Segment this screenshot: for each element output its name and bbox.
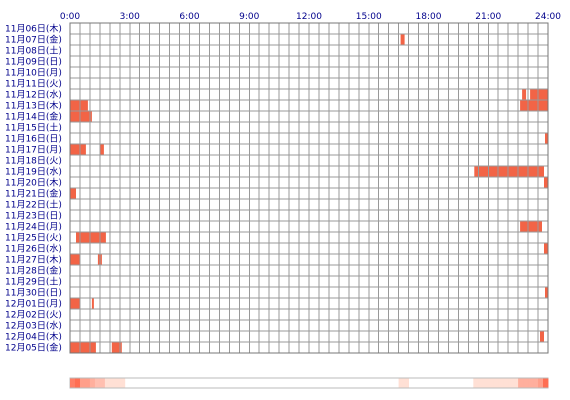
date-label: 11月12日(水) <box>5 89 62 101</box>
date-label: 11月30日(日) <box>5 288 62 299</box>
date-label: 11月18日(火) <box>5 156 62 167</box>
date-label: 11月19日(水) <box>5 166 62 178</box>
strip-bin <box>114 378 121 388</box>
strip-bin <box>89 378 96 388</box>
strip-bin <box>513 378 519 388</box>
strip-bin <box>523 378 529 388</box>
date-label: 11月09日(日) <box>5 57 62 68</box>
x-axis-ticks: 0:00 3:00 6:00 9:00 12:00 15:00 18:00 21:00 24:0… <box>60 12 561 22</box>
activity-bar-24-0 <box>545 287 548 298</box>
x-tick-label: 12:00 <box>296 12 322 22</box>
x-tick-label: 9:00 <box>239 12 259 22</box>
activity-bar-21-0 <box>70 254 80 265</box>
date-label: 12月04日(木) <box>5 331 62 343</box>
date-label: 11月25日(火) <box>5 233 62 244</box>
strip-bin <box>508 378 514 388</box>
date-label: 11月06日(木) <box>5 23 62 35</box>
date-label: 11月15日(土) <box>5 122 62 134</box>
strip-bin <box>538 378 544 388</box>
activity-bar-7-0 <box>70 100 88 111</box>
activity-bar-7-1 <box>520 100 548 111</box>
activity-bar-29-1 <box>111 342 122 353</box>
date-label: 11月20日(木) <box>5 177 62 189</box>
y-axis-date-labels: 11月06日(木)11月07日(金)11月08日(土)11月09日(日)11月1… <box>5 23 62 354</box>
activity-bar-19-0 <box>76 232 106 243</box>
x-tick-label: 24:00 <box>535 12 561 22</box>
date-label: 12月03日(水) <box>5 320 62 332</box>
activity-bar-18-0 <box>520 221 542 232</box>
date-label: 11月13日(木) <box>5 100 62 112</box>
x-tick-label: 3:00 <box>120 12 140 22</box>
strip-bin <box>533 378 539 388</box>
strip-bin <box>119 378 126 388</box>
activity-bar-14-0 <box>544 177 548 188</box>
date-label: 11月08日(土) <box>5 45 62 57</box>
date-label: 11月10日(月) <box>5 68 62 79</box>
strip-bin <box>473 378 479 388</box>
date-label: 11月16日(日) <box>5 134 62 145</box>
date-label: 11月27日(木) <box>5 254 62 266</box>
date-label: 11月26日(水) <box>5 243 62 255</box>
strip-bin <box>75 378 81 388</box>
date-label: 11月24日(月) <box>5 222 62 233</box>
activity-bar-25-1 <box>91 298 94 309</box>
strip-bin <box>99 378 106 388</box>
strip-bin <box>70 378 76 388</box>
date-label: 11月29日(土) <box>5 276 62 288</box>
x-tick-label: 6:00 <box>179 12 199 22</box>
activity-bar-11-1 <box>99 144 104 155</box>
activity-bar-15-0 <box>70 188 76 199</box>
strip-bin <box>528 378 534 388</box>
activity-bar-29-0 <box>70 342 96 353</box>
activity-bar-28-0 <box>540 331 544 342</box>
date-label: 12月05日(金) <box>5 342 62 354</box>
date-label: 12月02日(火) <box>5 310 62 321</box>
strip-bin <box>493 378 499 388</box>
strip-bin <box>398 378 404 388</box>
date-label: 11月17日(月) <box>5 145 62 156</box>
x-tick-label: 15:00 <box>356 12 382 22</box>
strip-bin <box>403 378 409 388</box>
grid-lines <box>69 22 549 354</box>
date-label: 11月07日(金) <box>5 34 62 46</box>
activity-bar-8-0 <box>70 111 92 122</box>
strip-bin <box>543 378 549 388</box>
date-label: 11月14日(金) <box>5 111 62 123</box>
strip-bin <box>109 378 116 388</box>
activity-bar-11-0 <box>70 144 86 155</box>
plot-border <box>69 22 549 354</box>
date-label: 11月21日(金) <box>5 188 62 200</box>
activity-bar-20-0 <box>544 243 548 254</box>
activity-bars <box>70 34 548 353</box>
strip-bin <box>518 378 524 388</box>
date-label: 11月22日(土) <box>5 199 62 211</box>
strip-bin <box>80 378 86 388</box>
summary-strip <box>69 377 549 389</box>
date-label: 11月23日(日) <box>5 211 62 222</box>
x-tick-label: 21:00 <box>475 12 501 22</box>
activity-bar-6-1 <box>530 89 548 100</box>
activity-bar-6-0 <box>522 89 527 100</box>
activity-bar-1-0 <box>400 34 405 45</box>
activity-bar-13-0 <box>474 166 544 177</box>
date-label: 12月01日(月) <box>5 299 62 310</box>
activity-bar-10-0 <box>545 133 548 144</box>
strip-bin <box>84 378 91 388</box>
strip-bin <box>478 378 484 388</box>
strip-bin <box>94 378 101 388</box>
x-tick-label: 18:00 <box>416 12 442 22</box>
date-label: 11月11日(火) <box>5 79 62 90</box>
strip-bin <box>104 378 111 388</box>
activity-bar-25-0 <box>70 298 80 309</box>
strip-bin <box>498 378 504 388</box>
strip-bin <box>503 378 509 388</box>
x-tick-label: 0:00 <box>60 12 80 22</box>
date-label: 11月28日(金) <box>5 265 62 277</box>
strip-bin <box>483 378 489 388</box>
strip-bin <box>488 378 494 388</box>
